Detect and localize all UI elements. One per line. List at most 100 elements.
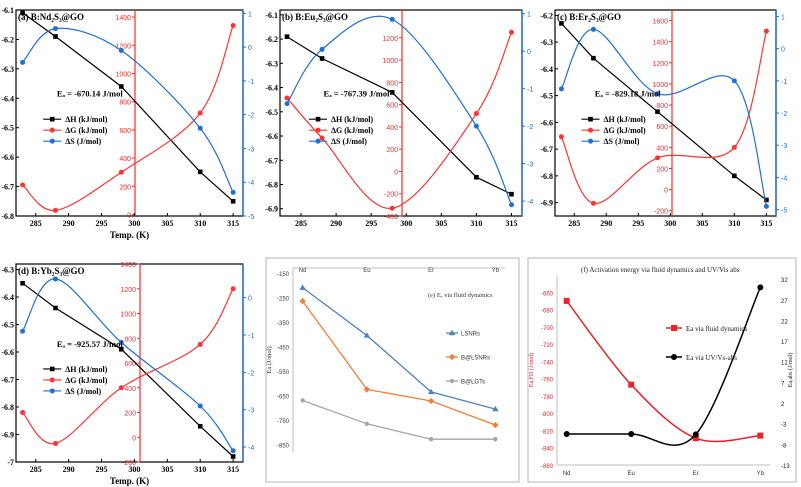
- mid-tick-label: -200: [122, 460, 136, 467]
- y-tick-label: -750: [277, 419, 290, 425]
- data-point: [628, 381, 635, 388]
- right-tick-label: -4: [527, 199, 533, 206]
- panel-title: (b) B:Eu₂S₃@GO: [282, 12, 348, 22]
- left-tick-label: -6.4: [1, 293, 14, 302]
- right-tick-label: -4: [248, 445, 254, 452]
- x-axis-label: Temp. (K): [110, 476, 149, 486]
- mid-tick-label: 400: [386, 125, 398, 132]
- left-tick-label: -6.3: [1, 266, 14, 275]
- mid-tick-label: 1000: [115, 71, 131, 78]
- data-point: [389, 90, 395, 95]
- x-tick-label: 295: [632, 219, 644, 228]
- mid-tick-label: 1200: [382, 36, 398, 43]
- data-point: [197, 125, 203, 131]
- mid-tick-label: 0: [394, 169, 398, 176]
- left-tick-label: -6.7: [265, 156, 278, 165]
- mid-tick-label: 1600: [652, 19, 668, 26]
- y-tick-label: -650: [277, 395, 290, 401]
- category-label: Er: [693, 471, 699, 477]
- mid-tick-label: 1000: [382, 58, 398, 65]
- legend-swatch-marker: [49, 127, 55, 133]
- legend-swatch-marker: [49, 388, 55, 394]
- panel-b: -6.1-6.2-6.3-6.4-6.5-6.6-6.7-6.8-6.9-400…: [265, 9, 533, 228]
- legend-swatch-marker: [449, 378, 455, 384]
- x-tick-label: 305: [696, 219, 708, 228]
- data-point: [654, 155, 660, 161]
- left-tick-label: -6.8: [1, 403, 14, 412]
- legend-swatch-marker: [448, 353, 456, 361]
- data-point: [197, 403, 203, 409]
- x-tick-label: 310: [470, 219, 482, 228]
- right-tick-label: 0: [527, 49, 531, 56]
- left-tick-label: -6.9: [265, 205, 278, 214]
- x-tick-label: 305: [435, 219, 447, 228]
- left-tick-label: -840: [541, 447, 554, 453]
- y-axis-label-right: Ea,abs (J/mol): [787, 353, 794, 388]
- mid-tick-label: 200: [656, 166, 668, 173]
- data-point: [197, 341, 203, 347]
- panel-title: (e) Eₐ via fluid dynamics: [428, 292, 493, 299]
- mid-tick-label: 1400: [120, 262, 136, 269]
- right-tick-label: -1: [248, 333, 254, 340]
- mid-tick-label: 1200: [115, 43, 131, 50]
- mid-tick-label: -200: [384, 192, 398, 199]
- left-tick-label: -660: [541, 291, 554, 297]
- x-tick-label: 315: [227, 465, 239, 474]
- right-tick-label: 22: [781, 319, 788, 325]
- y-axis-label: Ea (J/mol): [266, 346, 273, 373]
- data-point: [20, 410, 26, 415]
- category-label: Yb: [757, 471, 765, 477]
- data-point: [230, 198, 236, 204]
- right-tick-label: -2: [527, 124, 533, 131]
- data-point: [509, 191, 514, 197]
- category-label: Yb: [492, 268, 500, 274]
- left-tick-label: -780: [541, 395, 554, 401]
- series-line-2: [302, 399, 496, 440]
- mid-tick-label: 1400: [115, 15, 131, 22]
- x-tick-label: 315: [505, 219, 517, 228]
- left-tick-label: -6.2: [540, 11, 553, 20]
- data-point: [731, 144, 737, 150]
- x-tick-label: 295: [365, 219, 377, 228]
- left-tick-label: -6.3: [265, 59, 278, 68]
- category-label: Er: [428, 268, 434, 274]
- data-point: [427, 397, 435, 405]
- left-tick-label: -6.8: [1, 212, 14, 221]
- mid-tick-label: 0: [664, 188, 668, 195]
- legend-label: Ea via fluid dynamics: [686, 325, 748, 333]
- left-tick-label: -6.5: [1, 124, 14, 133]
- legend-swatch-marker: [49, 138, 55, 144]
- panel-title: (d) B:Yb₂S₃@GO: [18, 266, 85, 276]
- right-tick-label: -3: [248, 408, 254, 415]
- data-point: [559, 21, 564, 26]
- legend-label: ΔG (kJ/mol): [331, 126, 373, 135]
- mid-tick-label: 1200: [652, 61, 668, 68]
- mid-tick-label: 200: [119, 184, 131, 191]
- right-tick-label: 0: [248, 296, 252, 303]
- data-point: [197, 110, 203, 116]
- data-point: [319, 135, 325, 141]
- left-tick-label: -6.5: [265, 108, 278, 117]
- x-tick-label: 285: [568, 219, 580, 228]
- data-point: [300, 398, 305, 403]
- left-tick-label: -800: [541, 412, 554, 418]
- legend-swatch-marker: [588, 127, 594, 133]
- mid-tick-label: 200: [124, 411, 136, 418]
- data-point: [692, 431, 699, 438]
- mid-tick-label: 1200: [120, 287, 136, 294]
- data-point: [474, 174, 479, 180]
- legend-label: ΔG (kJ/mol): [65, 376, 107, 385]
- right-tick-label: 2: [781, 402, 785, 408]
- category-label: Eu: [363, 268, 370, 274]
- data-point: [197, 423, 203, 429]
- x-tick-label: 300: [400, 219, 412, 228]
- data-point: [563, 431, 570, 438]
- mid-tick-label: 1000: [652, 82, 668, 89]
- right-tick-label: -3: [781, 143, 787, 150]
- series-line-1: [302, 300, 496, 426]
- x-tick-label: 305: [161, 465, 173, 474]
- data-point: [473, 111, 479, 117]
- left-tick-label: -760: [541, 378, 554, 384]
- data-point: [591, 55, 596, 61]
- data-point: [52, 440, 58, 446]
